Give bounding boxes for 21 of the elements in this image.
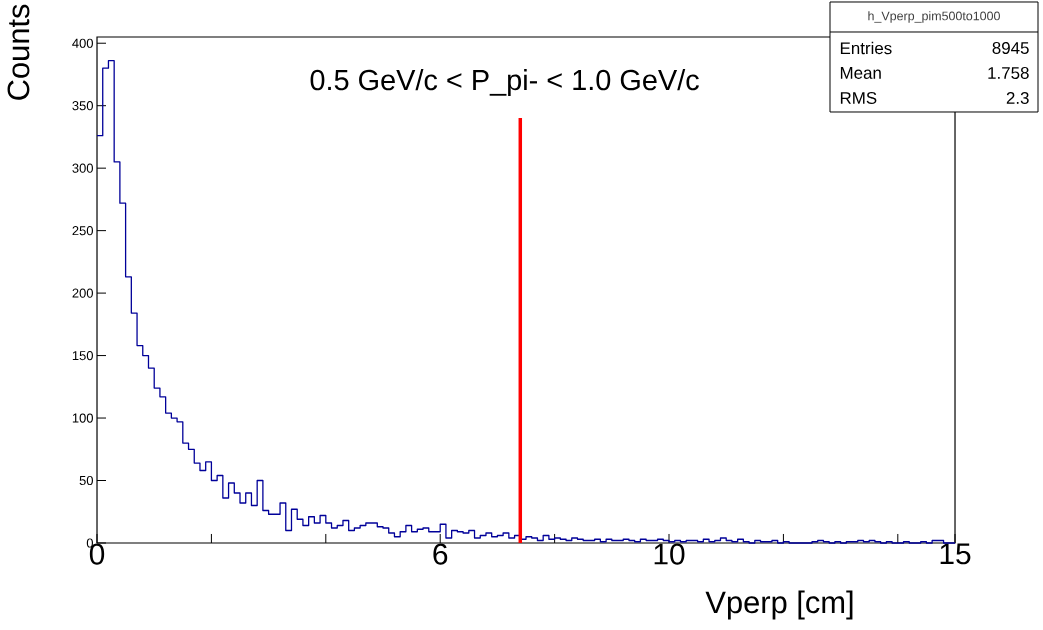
text: 1.758 [988, 66, 1029, 79]
x-tick-label: 10 [654, 543, 685, 565]
text: h_Vperp_pim500to1000 [868, 11, 1000, 23]
x-tick-label: 15 [940, 543, 971, 565]
annotation: Entries [840, 41, 892, 55]
text: 8945 [992, 41, 1029, 54]
text: 0.5 GeV/c < P_pi- < 1.0 GeV/c [310, 69, 699, 96]
annotation: Mean [840, 67, 881, 79]
y-tick-label: 400 [72, 38, 93, 48]
x-axis-title: Vperp [cm] [705, 590, 853, 620]
y-tick-label: 50 [79, 475, 93, 486]
y-tick-label: 200 [72, 288, 93, 298]
y-tick-label: 150 [72, 350, 93, 361]
annotation: RMS [840, 91, 877, 104]
x-tick-label: 6 [433, 543, 448, 565]
y-tick-label: 100 [72, 413, 93, 423]
y-tick-label: 300 [72, 163, 93, 173]
y-tick-label: 250 [72, 226, 93, 236]
text: 2.3 [1006, 91, 1029, 104]
y-axis-title: Counts [7, 4, 30, 100]
y-tick-label: 350 [72, 101, 93, 111]
